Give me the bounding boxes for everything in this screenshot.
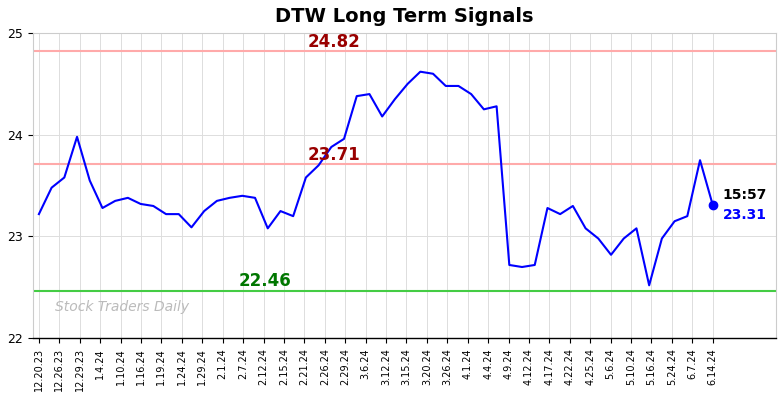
Text: 22.46: 22.46	[239, 272, 292, 290]
Title: DTW Long Term Signals: DTW Long Term Signals	[275, 7, 534, 26]
Text: Stock Traders Daily: Stock Traders Daily	[55, 300, 189, 314]
Text: 23.71: 23.71	[308, 146, 361, 164]
Text: 24.82: 24.82	[308, 33, 361, 51]
Text: 23.31: 23.31	[723, 208, 767, 222]
Text: 15:57: 15:57	[723, 188, 768, 202]
